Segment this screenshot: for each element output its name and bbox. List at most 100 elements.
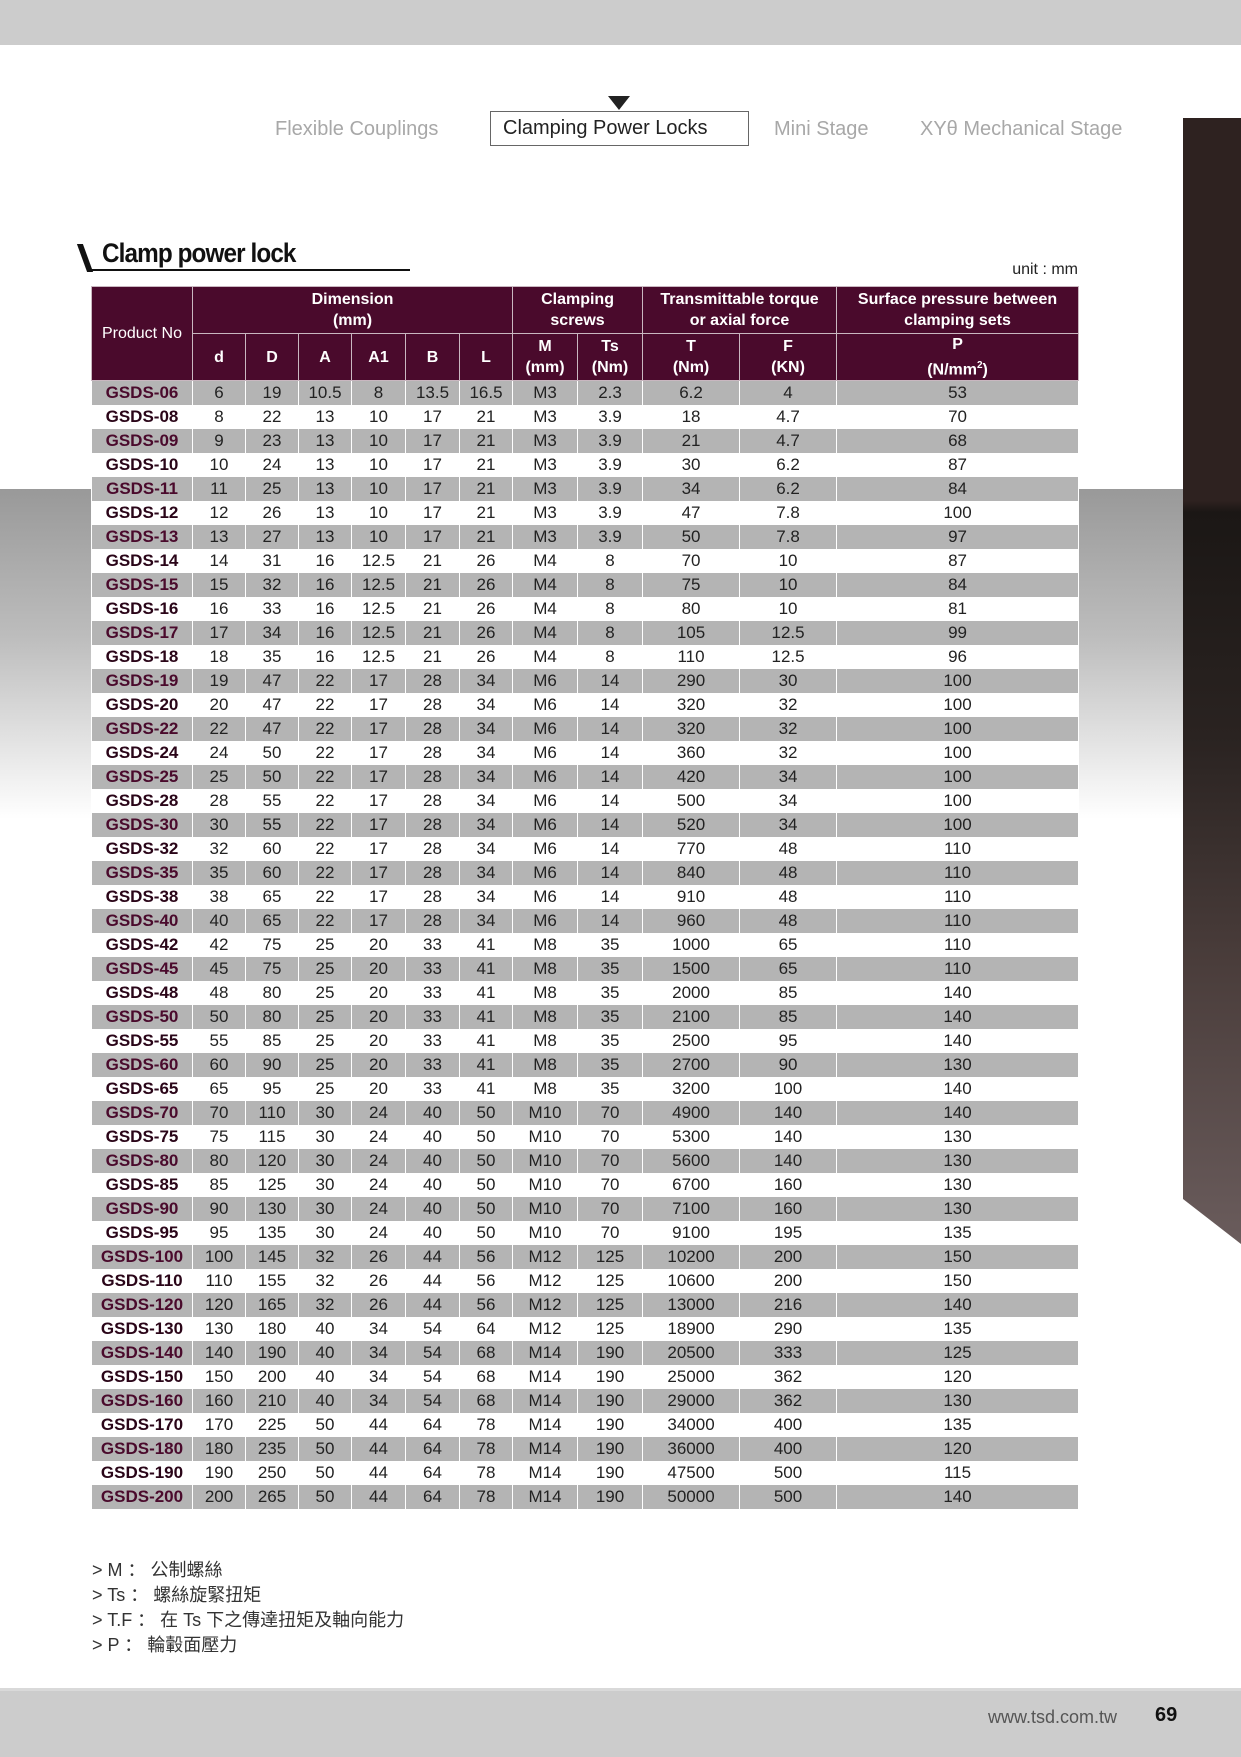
value-cell: 81 [836,597,1080,622]
value-cell: 22 [192,717,246,742]
value-cell: 17 [405,501,460,526]
value-cell: 5300 [642,1125,741,1150]
value-cell: 24 [351,1173,406,1198]
value-cell: 17 [351,693,406,718]
value-cell: 125 [577,1293,644,1318]
value-cell: 34 [245,621,299,646]
value-cell: M8 [512,1005,579,1030]
table-row: GSDS-35 35 60 22 17 28 34 M6 14 840 48 110 [91,861,1080,886]
value-cell: 55 [192,1029,246,1054]
value-cell: 36000 [642,1437,741,1462]
tab-mini-stage[interactable]: Mini Stage [774,118,869,140]
value-cell: 50 [458,1101,514,1126]
value-cell: 135 [245,1221,299,1246]
value-cell: 21 [405,573,460,598]
value-cell: 225 [245,1413,299,1438]
tab-clamping-power-locks[interactable]: Clamping Power Locks [490,111,749,146]
value-cell: 26 [458,621,514,646]
value-cell: 45 [192,957,246,982]
header-T-unit: (Nm) [672,359,710,377]
product-code-cell: GSDS-10 [91,453,193,478]
value-cell: 24 [192,741,246,766]
value-cell: 2000 [642,981,741,1006]
value-cell: 68 [458,1389,514,1414]
footer-url[interactable]: www.tsd.com.tw [988,1707,1118,1727]
value-cell: 25 [298,933,352,958]
header-T: T (Nm) [642,332,741,382]
value-cell: 170 [192,1413,246,1438]
value-cell: 13 [298,477,352,502]
value-cell: 140 [836,981,1080,1006]
value-cell: 20 [351,957,406,982]
value-cell: 50 [245,741,299,766]
value-cell: 28 [405,669,460,694]
value-cell: 34 [458,669,514,694]
tab-xy-mechanical-stage[interactable]: XYθ Mechanical Stage [920,118,1123,140]
value-cell: 22 [245,405,299,430]
value-cell: 34 [351,1389,406,1414]
value-cell: 17 [351,885,406,910]
value-cell: 70 [577,1221,644,1246]
value-cell: 35 [577,1029,644,1054]
value-cell: 32 [298,1293,352,1318]
table-row: GSDS-17 17 34 16 12.5 21 26 M4 8 105 12.5 99 [91,621,1080,646]
table-row: GSDS-150 150 200 40 34 54 68 M14 190 25000 362 120 [91,1365,1080,1390]
value-cell: 31 [245,549,299,574]
value-cell: 50 [245,765,299,790]
value-cell: M12 [512,1245,579,1270]
value-cell: 21 [458,453,514,478]
value-cell: 14 [577,717,644,742]
value-cell: 16 [298,645,352,670]
value-cell: 125 [577,1245,644,1270]
value-cell: 28 [405,813,460,838]
value-cell: 20 [351,1077,406,1102]
value-cell: 34 [458,741,514,766]
value-cell: 78 [458,1485,514,1510]
value-cell: 40 [192,909,246,934]
value-cell: 64 [405,1461,460,1486]
value-cell: 3.9 [577,453,644,478]
value-cell: 34 [458,837,514,862]
table-row: GSDS-40 40 65 22 17 28 34 M6 14 960 48 110 [91,909,1080,934]
value-cell: M3 [512,477,579,502]
table-row: GSDS-140 140 190 40 34 54 68 M14 190 20500 333 125 [91,1341,1080,1366]
table-row: GSDS-22 22 47 22 17 28 34 M6 14 320 32 100 [91,717,1080,742]
product-code-cell: GSDS-25 [91,765,193,790]
value-cell: 90 [739,1053,838,1078]
product-code-cell: GSDS-170 [91,1413,193,1438]
value-cell: 16.5 [458,380,514,406]
product-code-cell: GSDS-17 [91,621,193,646]
table-row: GSDS-180 180 235 50 44 64 78 M14 190 36000 400 120 [91,1437,1080,1462]
value-cell: 2100 [642,1005,741,1030]
value-cell: 190 [192,1461,246,1486]
value-cell: 25 [298,1005,352,1030]
value-cell: 30 [298,1149,352,1174]
value-cell: 60 [192,1053,246,1078]
value-cell: 21 [458,477,514,502]
value-cell: 28 [405,789,460,814]
value-cell: 26 [245,501,299,526]
value-cell: 12.5 [739,645,838,670]
tab-flexible-couplings[interactable]: Flexible Couplings [275,118,439,140]
value-cell: 216 [739,1293,838,1318]
value-cell: 155 [245,1269,299,1294]
value-cell: 13000 [642,1293,741,1318]
value-cell: M14 [512,1389,579,1414]
value-cell: 28 [405,765,460,790]
value-cell: 200 [192,1485,246,1510]
value-cell: 120 [836,1437,1080,1462]
value-cell: 320 [642,693,741,718]
value-cell: 165 [245,1293,299,1318]
value-cell: 130 [192,1317,246,1342]
value-cell: 90 [245,1053,299,1078]
value-cell: 100 [739,1077,838,1102]
value-cell: 17 [351,669,406,694]
product-code-cell: GSDS-70 [91,1101,193,1126]
value-cell: 3.9 [577,429,644,454]
value-cell: 960 [642,909,741,934]
value-cell: 14 [192,549,246,574]
header-axial-label: or axial force [689,312,790,329]
value-cell: 8 [577,621,644,646]
product-code-cell: GSDS-13 [91,525,193,550]
value-cell: M12 [512,1317,579,1342]
